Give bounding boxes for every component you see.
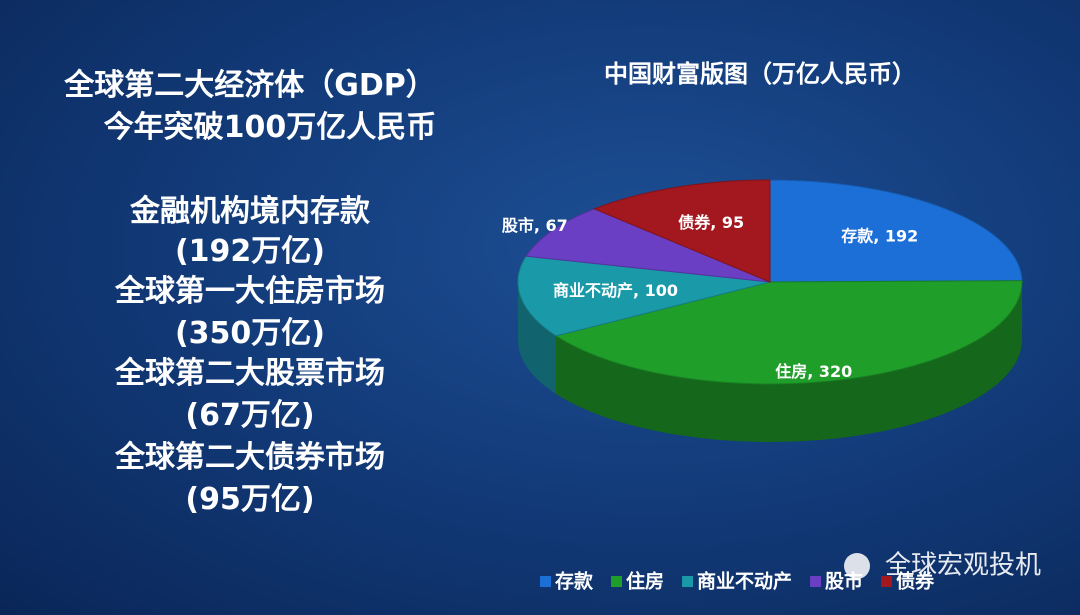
legend-label: 商业不动产: [697, 570, 792, 593]
slice-side: [555, 282, 1022, 443]
slice: [593, 179, 771, 283]
slide-text: 金融机构境内存款: [130, 194, 370, 229]
slice: [517, 255, 771, 337]
slide-text: (350万亿): [174, 316, 326, 351]
legend-label: 债券: [896, 570, 935, 593]
legend-swatch: [540, 576, 551, 587]
pie: 存款, 192 住房, 320 商业不动产, 100 股市, 67 债券, 95: [502, 179, 1023, 443]
legend-label: 住房: [626, 570, 664, 593]
slide-text: (67万亿): [185, 398, 315, 433]
data-label: 债券, 95: [678, 213, 744, 232]
legend-label: 股市: [825, 570, 863, 593]
legend-swatch: [881, 576, 893, 587]
slide-text: 全球第一大住房市场: [115, 274, 385, 309]
slice: [525, 208, 771, 283]
data-label: 住房, 320: [775, 362, 852, 381]
legend-label: 存款: [555, 570, 594, 593]
slide-text: 全球第二大经济体（GDP）: [64, 68, 436, 103]
legend-swatch: [810, 576, 822, 587]
watermark-icon: [844, 553, 870, 579]
slice: [769, 179, 1023, 283]
chart-title: 中国财富版图（万亿人民币）: [604, 60, 916, 88]
data-label: 存款, 192: [841, 227, 918, 246]
watermark: 全球宏观投机: [885, 551, 1041, 581]
slide-text: (192万亿): [174, 234, 326, 269]
slide-text: (95万亿): [185, 482, 315, 517]
slide-text: 今年突破100万亿人民币: [103, 110, 437, 145]
data-label: 股市, 67: [502, 216, 568, 235]
data-label: 商业不动产, 100: [553, 281, 678, 300]
legend-swatch: [682, 576, 694, 587]
slide-text: 全球第二大债券市场: [115, 440, 385, 475]
legend-swatch: [611, 576, 623, 587]
slide-text: 全球第二大股票市场: [115, 356, 385, 391]
